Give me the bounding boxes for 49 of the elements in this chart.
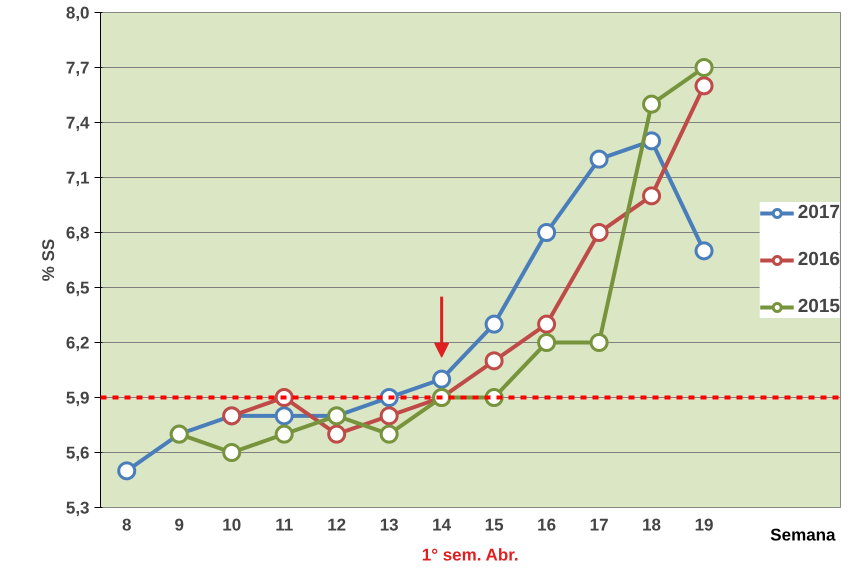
y-tick-label: 5,6 bbox=[66, 444, 90, 462]
point bbox=[484, 351, 504, 370]
y-tick-label: 7,1 bbox=[66, 168, 90, 188]
point bbox=[590, 223, 609, 242]
x-tick-label: 14 bbox=[432, 516, 452, 534]
text: 1° sem. Abr. bbox=[422, 546, 519, 564]
point bbox=[537, 314, 556, 334]
point bbox=[642, 186, 662, 206]
legend-label: 2016 bbox=[798, 248, 840, 270]
point bbox=[274, 424, 294, 444]
x-tick-label: 19 bbox=[694, 516, 714, 534]
x-tick-label: 15 bbox=[484, 516, 504, 534]
y-tick-label: 5,3 bbox=[66, 498, 90, 518]
x-tick-label: 18 bbox=[642, 516, 662, 534]
point bbox=[380, 406, 399, 426]
point bbox=[590, 333, 609, 352]
point bbox=[642, 94, 662, 114]
x-tick-label: 9 bbox=[174, 516, 184, 534]
y-tick-label: 6,2 bbox=[66, 334, 90, 352]
x-tick-label: 10 bbox=[222, 516, 242, 534]
point bbox=[694, 241, 714, 260]
x-tick-label: 16 bbox=[537, 516, 556, 534]
point bbox=[432, 370, 452, 389]
x-tick-label: 17 bbox=[590, 516, 609, 534]
point bbox=[274, 406, 294, 426]
point bbox=[694, 58, 714, 77]
x-tick-label: 11 bbox=[275, 516, 294, 534]
legend-label: 2017 bbox=[798, 202, 840, 224]
y-tick-label: 8,0 bbox=[66, 4, 90, 22]
x-axis-title: Semana bbox=[770, 526, 836, 544]
y-tick-label: 7,7 bbox=[66, 58, 90, 78]
y-tick-label: 7,4 bbox=[66, 114, 90, 132]
point bbox=[327, 424, 346, 444]
point bbox=[380, 424, 399, 444]
point bbox=[537, 223, 556, 242]
y-tick-label: 5,9 bbox=[66, 388, 90, 408]
point bbox=[537, 333, 556, 352]
x-tick-label: 13 bbox=[380, 516, 399, 534]
y-tick-label: 6,5 bbox=[66, 278, 90, 298]
point bbox=[222, 443, 242, 462]
x-tick-label: 12 bbox=[327, 516, 346, 534]
point bbox=[484, 314, 504, 334]
point bbox=[590, 150, 609, 169]
y-axis-title: % SS bbox=[38, 238, 58, 282]
point bbox=[694, 76, 714, 96]
point bbox=[117, 461, 136, 480]
y-tick-label: 6,8 bbox=[66, 224, 90, 242]
x-tick-label: 8 bbox=[122, 516, 132, 534]
legend-label: 2015 bbox=[798, 296, 840, 318]
